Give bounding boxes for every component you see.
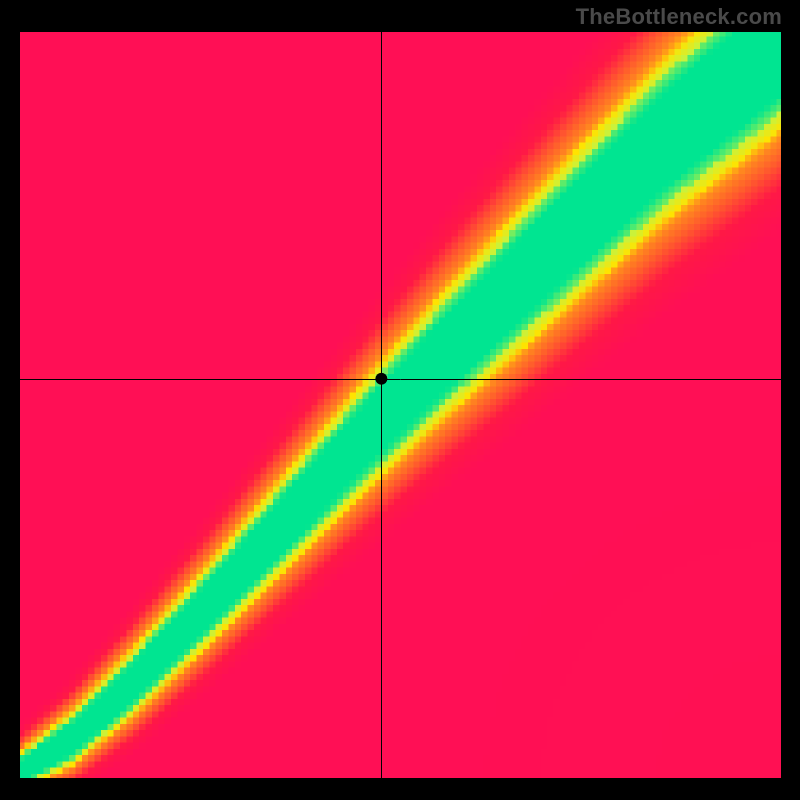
- watermark-text: TheBottleneck.com: [576, 4, 782, 30]
- chart-container: TheBottleneck.com: [0, 0, 800, 800]
- heatmap-canvas: [18, 30, 783, 780]
- plot-frame: [18, 30, 783, 780]
